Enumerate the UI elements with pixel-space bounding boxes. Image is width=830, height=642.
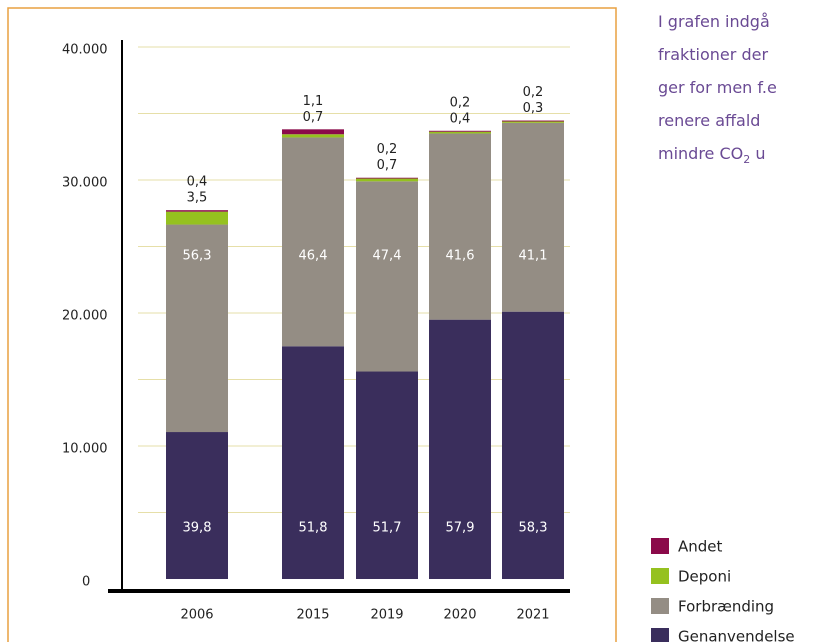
bar-segment xyxy=(429,133,491,320)
share-label: 0,3 xyxy=(523,101,544,116)
x-tick-label: 2006 xyxy=(180,608,213,623)
y-tick-label: 10.000 xyxy=(62,442,108,457)
bar-segment xyxy=(502,120,564,122)
y-tick-label: 40.000 xyxy=(62,43,108,58)
share-label: 51,7 xyxy=(373,521,402,536)
x-tick-label: 2020 xyxy=(443,608,476,623)
bar-segment xyxy=(166,224,228,433)
side-text-part: mindre CO xyxy=(658,144,743,163)
bar-segment xyxy=(166,432,228,579)
side-text: mindre CO2 u xyxy=(658,144,765,166)
share-label: 3,5 xyxy=(187,191,208,206)
y-tick-label: 0 xyxy=(82,575,90,590)
bar-segment xyxy=(166,211,228,225)
share-label: 41,1 xyxy=(519,249,548,264)
bar-segment xyxy=(502,122,564,312)
x-tick-label: 2021 xyxy=(516,608,549,623)
side-text: ger for men f.e xyxy=(658,78,777,97)
legend-label: Andet xyxy=(678,538,723,556)
bar-segment xyxy=(502,311,564,579)
share-label: 0,2 xyxy=(377,142,398,157)
legend-label: Genanvendelse xyxy=(678,628,795,642)
bar-segment xyxy=(356,181,418,372)
side-text-sub: 2 xyxy=(743,153,750,166)
bar-segment xyxy=(429,131,491,134)
share-label: 0,7 xyxy=(303,110,324,125)
share-label: 56,3 xyxy=(183,249,212,264)
bar-segment xyxy=(282,134,344,138)
legend-swatch xyxy=(651,628,669,642)
share-label: 47,4 xyxy=(373,249,402,264)
side-text-part: u xyxy=(750,144,765,163)
frame xyxy=(7,7,617,642)
share-label: 51,8 xyxy=(299,521,328,536)
bar-segment xyxy=(502,121,564,123)
legend-label: Deponi xyxy=(678,568,731,586)
y-tick-label: 30.000 xyxy=(62,176,108,191)
bar-segment xyxy=(429,319,491,579)
share-label: 0,2 xyxy=(523,85,544,100)
legend-label: Forbrænding xyxy=(678,598,774,616)
legend-swatch xyxy=(651,598,669,614)
y-tick-label: 20.000 xyxy=(62,309,108,324)
side-text: renere affald xyxy=(658,111,760,130)
share-label: 58,3 xyxy=(519,521,548,536)
bar-segment xyxy=(282,346,344,579)
share-label: 0,4 xyxy=(187,175,208,190)
side-text: fraktioner der xyxy=(658,45,768,64)
share-label: 57,9 xyxy=(446,521,475,536)
bar-segment xyxy=(282,137,344,347)
share-label: 0,2 xyxy=(450,95,471,110)
side-text: I grafen indgå xyxy=(658,12,770,31)
share-label: 41,6 xyxy=(446,249,475,264)
x-tick-label: 2015 xyxy=(296,608,329,623)
share-label: 39,8 xyxy=(183,521,212,536)
legend-swatch xyxy=(651,538,669,554)
bar-segment xyxy=(429,130,491,132)
bar-segment xyxy=(356,178,418,182)
x-tick-label: 2019 xyxy=(370,608,403,623)
share-label: 1,1 xyxy=(303,94,324,109)
share-label: 0,4 xyxy=(450,111,471,126)
bar-segment xyxy=(166,210,228,212)
share-label: 46,4 xyxy=(299,249,328,264)
bar-segment xyxy=(282,129,344,135)
share-label: 0,7 xyxy=(377,158,398,173)
bar-segment xyxy=(356,371,418,579)
legend-swatch xyxy=(651,568,669,584)
bar-segment xyxy=(356,177,418,179)
